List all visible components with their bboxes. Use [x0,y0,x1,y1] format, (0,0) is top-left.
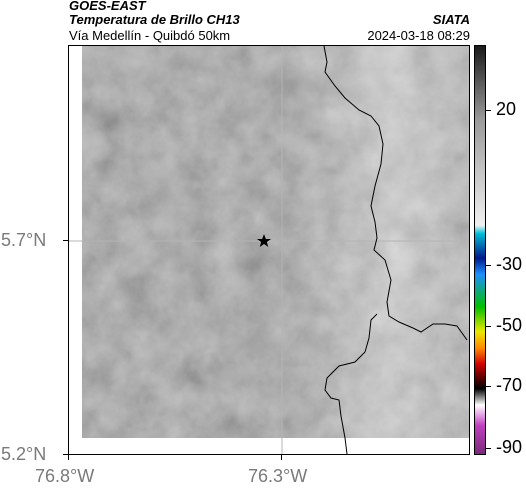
colorbar-label: -70 [496,375,523,395]
colorbar-tick [486,386,491,387]
colorbar-tick [486,448,491,449]
satellite-title: GOES-EAST [69,0,146,13]
lon-label: 76.3°W [248,466,308,486]
route-subtitle: Vía Medellín - Quibdó 50km [69,28,231,43]
lon-label: 76.8°W [35,466,95,486]
colorbar-label: -30 [496,254,523,274]
lon-tick [68,455,69,460]
lon-tick [281,455,282,460]
colorbar [474,45,486,455]
satellite-map[interactable] [68,45,470,455]
brightness-temperature-field [82,46,469,438]
lat-tick [63,240,68,241]
product-title: Temperatura de Brillo CH13 [69,12,240,27]
colorbar-tick [486,326,491,327]
lat-label: 5.7°N [1,230,47,250]
colorbar-label: -50 [496,315,523,335]
colorbar-tick [486,265,491,266]
agency-label: SIATA [432,12,470,27]
lat-tick [63,454,68,455]
colorbar-label: -90 [496,437,523,457]
coastline-border [323,46,468,454]
colorbar-tick [486,110,491,111]
colorbar-label: 20 [496,99,517,119]
timestamp-label: 2024-03-18 08:29 [367,28,470,43]
location-star-marker [257,234,271,247]
lat-label: 5.2°N [1,444,47,464]
